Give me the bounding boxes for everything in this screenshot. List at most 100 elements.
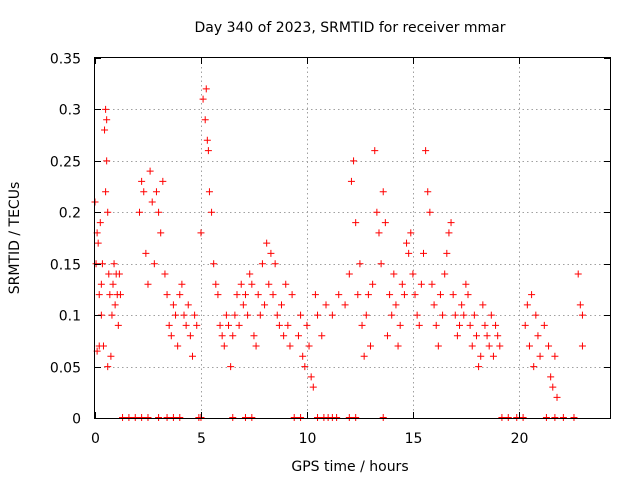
data-point xyxy=(237,280,245,288)
data-point xyxy=(523,301,531,309)
data-point xyxy=(210,260,218,268)
data-point xyxy=(345,414,353,421)
data-point xyxy=(197,414,205,421)
data-point xyxy=(265,280,273,288)
data-point xyxy=(485,342,493,350)
data-point xyxy=(103,157,111,165)
data-point xyxy=(530,363,538,371)
data-point xyxy=(102,188,110,196)
data-point xyxy=(314,414,322,421)
data-point xyxy=(299,352,307,360)
data-point xyxy=(152,188,160,196)
data-point xyxy=(468,342,476,350)
data-point xyxy=(390,270,398,278)
data-point xyxy=(424,188,432,196)
data-point xyxy=(413,311,421,319)
data-point xyxy=(263,239,271,247)
data-point xyxy=(235,321,243,329)
data-point xyxy=(101,126,109,134)
data-point xyxy=(155,208,163,216)
data-point xyxy=(248,414,256,421)
data-point xyxy=(443,249,451,257)
data-point xyxy=(451,311,459,319)
data-point xyxy=(521,321,529,329)
data-point xyxy=(434,342,442,350)
data-point xyxy=(373,208,381,216)
data-point xyxy=(212,280,220,288)
data-point xyxy=(396,321,404,329)
data-point xyxy=(534,332,542,340)
data-point xyxy=(307,373,315,381)
data-point xyxy=(532,311,540,319)
data-point xyxy=(369,280,377,288)
grid-lines xyxy=(95,58,610,418)
data-point xyxy=(487,311,495,319)
data-point xyxy=(472,332,480,340)
data-point xyxy=(578,342,586,350)
data-point xyxy=(214,291,222,299)
chart-title: Day 340 of 2023, SRMTID for receiver mma… xyxy=(194,20,505,36)
data-point xyxy=(108,311,116,319)
data-point xyxy=(225,321,233,329)
data-point xyxy=(377,260,385,268)
data-point xyxy=(460,311,468,319)
data-point xyxy=(104,208,112,216)
data-point xyxy=(103,116,111,124)
data-point xyxy=(150,260,158,268)
data-point xyxy=(104,363,112,371)
data-point xyxy=(110,260,118,268)
data-point xyxy=(409,270,417,278)
data-point xyxy=(252,342,260,350)
data-point xyxy=(542,414,550,421)
data-point xyxy=(494,332,502,340)
data-point xyxy=(379,188,387,196)
data-point xyxy=(169,414,177,421)
data-point xyxy=(205,188,213,196)
data-point xyxy=(241,291,249,299)
data-point xyxy=(449,291,457,299)
data-point xyxy=(545,342,553,350)
data-point xyxy=(398,280,406,288)
data-point xyxy=(261,301,269,309)
y-tick-label: 0.3 xyxy=(59,103,81,119)
data-point xyxy=(356,260,364,268)
data-point xyxy=(428,280,436,288)
data-point xyxy=(462,280,470,288)
data-point xyxy=(453,332,461,340)
data-point xyxy=(182,321,190,329)
data-point xyxy=(178,280,186,288)
data-point xyxy=(294,332,302,340)
data-point xyxy=(481,321,489,329)
data-point xyxy=(273,311,281,319)
data-point xyxy=(256,311,264,319)
data-point xyxy=(142,249,150,257)
data-point xyxy=(202,85,210,93)
data-point xyxy=(199,95,207,103)
y-tick-label: 0.05 xyxy=(50,361,81,377)
data-point xyxy=(574,270,582,278)
data-point xyxy=(165,321,173,329)
data-point xyxy=(282,280,290,288)
data-point xyxy=(239,301,247,309)
x-tick-label: 0 xyxy=(91,431,100,447)
data-point xyxy=(405,249,413,257)
data-point xyxy=(314,311,322,319)
data-point xyxy=(131,414,139,421)
data-point xyxy=(466,321,474,329)
y-tick-label: 0.2 xyxy=(59,206,81,222)
data-point xyxy=(286,342,294,350)
data-point xyxy=(227,363,235,371)
data-point xyxy=(492,321,500,329)
data-point xyxy=(98,260,106,268)
data-point xyxy=(233,291,241,299)
data-point xyxy=(362,311,370,319)
data-point xyxy=(328,311,336,319)
data-point xyxy=(411,291,419,299)
data-point xyxy=(519,414,527,421)
data-point xyxy=(188,352,196,360)
data-point xyxy=(102,105,110,113)
data-point xyxy=(222,311,230,319)
data-point xyxy=(163,291,171,299)
data-point xyxy=(354,291,362,299)
